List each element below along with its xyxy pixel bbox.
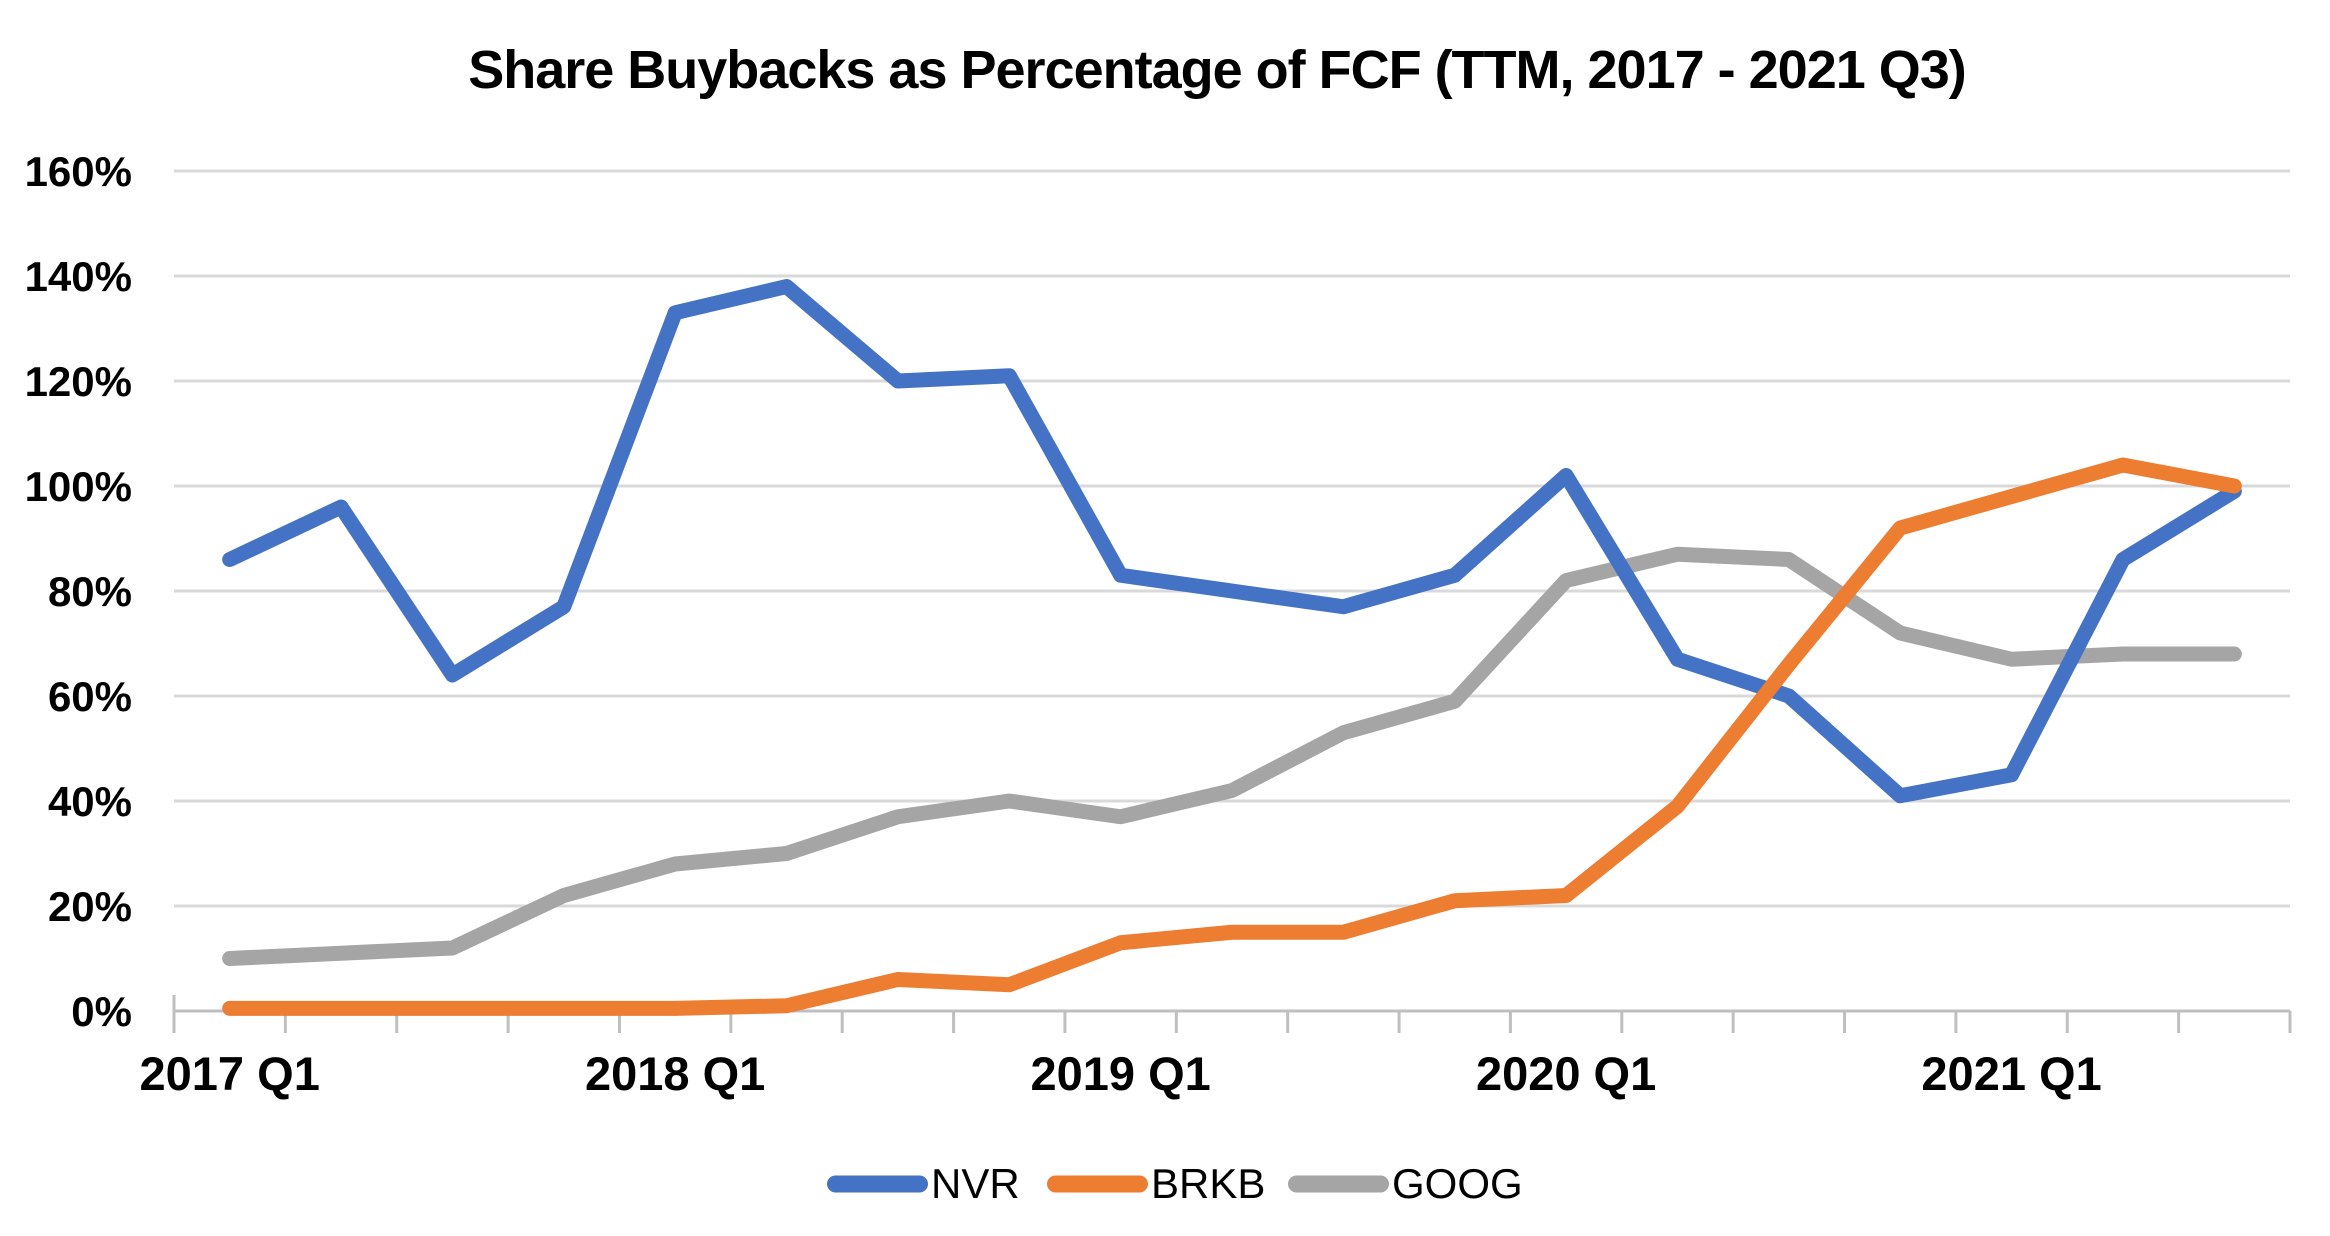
legend-swatch-BRKB bbox=[1047, 1175, 1148, 1193]
x-axis-label: 2019 Q1 bbox=[1030, 1047, 1210, 1100]
chart-title: Share Buybacks as Percentage of FCF (TTM… bbox=[468, 40, 1966, 100]
data-series bbox=[222, 279, 2242, 1016]
legend-label-GOOG: GOOG bbox=[1392, 1160, 1523, 1207]
gridlines bbox=[174, 169, 2290, 908]
series-line-GOOG bbox=[222, 546, 2242, 966]
y-axis-label: 60% bbox=[48, 673, 132, 720]
x-axis-label: 2021 Q1 bbox=[1921, 1047, 2101, 1100]
y-axis-labels: 0% 20% 40% 60% 80% 100% 120% 140% 160% bbox=[25, 148, 132, 1035]
legend-item-BRKB: BRKB bbox=[1047, 1160, 1265, 1207]
series-line-NVR bbox=[222, 279, 2242, 804]
legend-item-GOOG: GOOG bbox=[1288, 1160, 1523, 1207]
x-axis-label: 2018 Q1 bbox=[585, 1047, 765, 1100]
y-axis-label: 40% bbox=[48, 778, 132, 825]
y-axis-label: 140% bbox=[25, 253, 132, 300]
y-axis-label: 0% bbox=[71, 988, 132, 1035]
legend: NVR BRKB GOOG bbox=[827, 1160, 1523, 1207]
y-axis-label: 160% bbox=[25, 148, 132, 195]
x-axis-labels: 2017 Q1 2018 Q1 2019 Q1 2020 Q1 2021 Q1 bbox=[140, 1047, 2102, 1100]
series-line-BRKB bbox=[222, 457, 2242, 1016]
y-axis-label: 20% bbox=[48, 883, 132, 930]
x-axis-label: 2017 Q1 bbox=[140, 1047, 320, 1100]
legend-item-NVR: NVR bbox=[827, 1160, 1020, 1207]
legend-label-NVR: NVR bbox=[931, 1160, 1020, 1207]
y-axis-label: 80% bbox=[48, 568, 132, 615]
y-axis-label: 100% bbox=[25, 463, 132, 510]
x-axis-label: 2020 Q1 bbox=[1476, 1047, 1656, 1100]
y-axis-label: 120% bbox=[25, 358, 132, 405]
legend-label-BRKB: BRKB bbox=[1151, 1160, 1265, 1207]
legend-swatch-NVR bbox=[827, 1175, 928, 1193]
legend-swatch-GOOG bbox=[1288, 1175, 1389, 1193]
